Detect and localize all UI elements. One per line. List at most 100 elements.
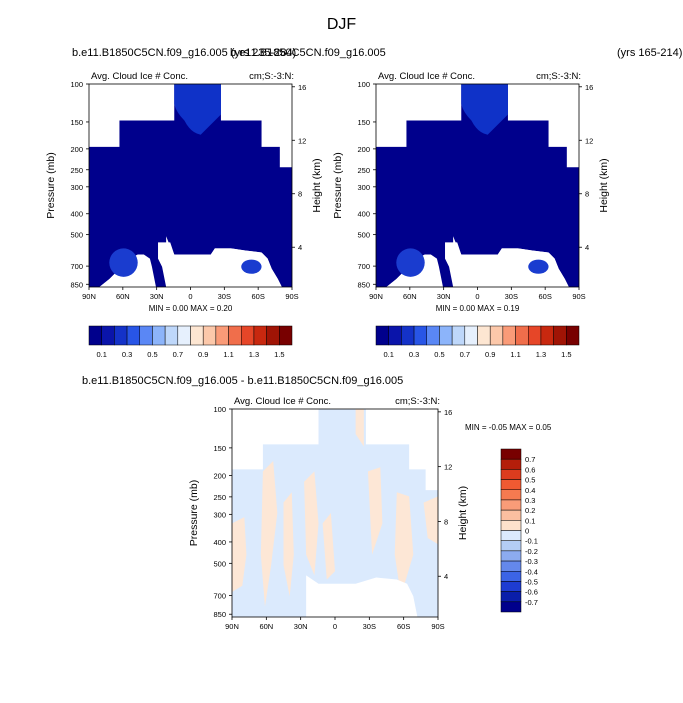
colorbar-label: 0.3 <box>122 350 132 359</box>
y-axis-label: Pressure (mb) <box>188 480 200 547</box>
y-tick-label: 200 <box>357 145 370 154</box>
colorbar-box <box>164 325 179 346</box>
colorbar-box <box>500 571 522 582</box>
colorbar-box <box>500 479 522 490</box>
x-tick-label: 60S <box>538 292 551 301</box>
colorbar-label: 0.1 <box>383 350 393 359</box>
ice-maximum-upper <box>461 84 508 135</box>
y-tick-label: 150 <box>213 444 226 453</box>
y-tick-label: 250 <box>357 166 370 175</box>
height-tick-label: 4 <box>444 572 448 581</box>
x-tick-label: 90N <box>369 292 383 301</box>
positive-anomaly-7 <box>367 467 383 555</box>
colorbar-label: -0.7 <box>525 598 538 607</box>
x-tick-label: 60S <box>397 622 410 631</box>
colorbar-label: 1.1 <box>510 350 520 359</box>
panel-3-case-title: b.e11.B1850C5CN.f09_g16.005 - b.e11.B185… <box>82 375 403 387</box>
right-title: cm;S:-3:N: <box>536 71 581 82</box>
colorbar-box <box>279 325 293 346</box>
stats-label: MIN = 0.00 MAX = 0.20 <box>149 304 233 313</box>
y-tick-label: 100 <box>357 80 370 89</box>
panel-2-years: (yrs 165-214) <box>617 47 682 59</box>
x-tick-label: 90S <box>285 292 298 301</box>
colorbar-box <box>500 540 522 552</box>
panel-2: 100 150 200 250 300 400 500 700 850 16 12 8 4 90N 60N 3… <box>332 71 610 313</box>
x-tick-label: 30S <box>218 292 231 301</box>
panel-1-case-title: b.e11.B1850C5CN.f09_g16.005 (yrs 235-284… <box>72 47 296 59</box>
y-tick-label: 150 <box>70 118 83 127</box>
colorbar-box <box>177 325 191 346</box>
colorbar-box <box>439 325 453 346</box>
y-tick-label: 400 <box>213 538 226 547</box>
y-tick-label: 250 <box>213 493 226 502</box>
colorbar-box <box>500 520 522 531</box>
x-tick-label: 60S <box>251 292 264 301</box>
colorbar-label: 0.5 <box>434 350 444 359</box>
colorbar-box <box>477 325 491 346</box>
y-tick-label: 500 <box>70 231 83 240</box>
colorbar-label: 0.3 <box>409 350 419 359</box>
positive-anomaly-5 <box>322 513 335 580</box>
y-tick-label: 200 <box>70 145 83 154</box>
positive-anomaly-1 <box>232 517 247 593</box>
height-tick-label: 12 <box>298 136 306 145</box>
height-tick-label: 8 <box>298 190 302 199</box>
x-tick-label: 30N <box>150 292 164 301</box>
colorbar-box <box>528 325 542 346</box>
colorbar-box <box>202 325 217 346</box>
left-title: Avg. Cloud Ice # Conc. <box>378 71 475 82</box>
data-field <box>376 84 579 287</box>
height-tick-label: 16 <box>444 408 452 417</box>
colorbar-box <box>152 325 166 346</box>
x-tick-label: 90N <box>82 292 96 301</box>
height-tick-label: 12 <box>444 463 452 472</box>
x-tick-label: 30N <box>437 292 451 301</box>
colorbar-box <box>413 325 427 346</box>
height-tick-label: 4 <box>298 243 302 252</box>
y-tick-label: 300 <box>70 183 83 192</box>
height-tick-label: 16 <box>585 83 593 92</box>
colorbar-box <box>190 325 204 346</box>
colorbar-label: 0.6 <box>525 465 535 474</box>
no-data-region <box>158 242 282 287</box>
colorbar-label: -0.4 <box>525 567 538 576</box>
colorbar-label: 1.1 <box>223 350 233 359</box>
colorbar-box <box>375 325 389 346</box>
colorbar-label: 0.4 <box>525 486 535 495</box>
colorbar-label: 0 <box>525 527 529 536</box>
colorbar-box <box>241 325 255 346</box>
y-tick-label: 300 <box>213 510 226 519</box>
y-tick-label: 400 <box>70 210 83 219</box>
colorbar-box <box>566 325 580 346</box>
no-data-region <box>306 575 418 617</box>
colorbar-1: 0.1 0.3 0.5 0.7 0.9 1.1 1.3 1.5 <box>88 325 293 359</box>
colorbar-box <box>401 325 415 346</box>
x-tick-label: 90S <box>431 622 444 631</box>
colorbar-box <box>253 325 267 346</box>
colorbar-label: -0.2 <box>525 547 538 556</box>
x-tick-label: 0 <box>475 292 479 301</box>
colorbar-label: 0.3 <box>525 496 535 505</box>
ice-blob-left <box>109 248 138 277</box>
colorbar-box <box>540 325 554 346</box>
no-data-region <box>445 242 569 287</box>
colorbar-label: 1.3 <box>536 350 546 359</box>
x-tick-label: 30N <box>294 622 308 631</box>
colorbar-label: 0.7 <box>173 350 183 359</box>
height-tick-label: 8 <box>585 190 589 199</box>
colorbar-label: -0.5 <box>525 577 538 586</box>
y-tick-label: 200 <box>213 471 226 480</box>
y-tick-label: 500 <box>213 559 226 568</box>
y-tick-label: 850 <box>70 280 83 289</box>
y-tick-label: 850 <box>357 280 370 289</box>
colorbar-box <box>451 325 466 346</box>
height-axis-label: Height (km) <box>598 158 610 212</box>
ice-blob-left <box>396 248 425 277</box>
colorbar-2: 0.1 0.3 0.5 0.7 0.9 1.1 1.3 1.5 <box>375 325 580 359</box>
ice-blob-right <box>241 259 262 274</box>
colorbar-box <box>500 489 522 501</box>
positive-anomaly-6 <box>355 409 364 447</box>
colorbar-box <box>500 458 522 470</box>
colorbar-box <box>500 560 522 572</box>
